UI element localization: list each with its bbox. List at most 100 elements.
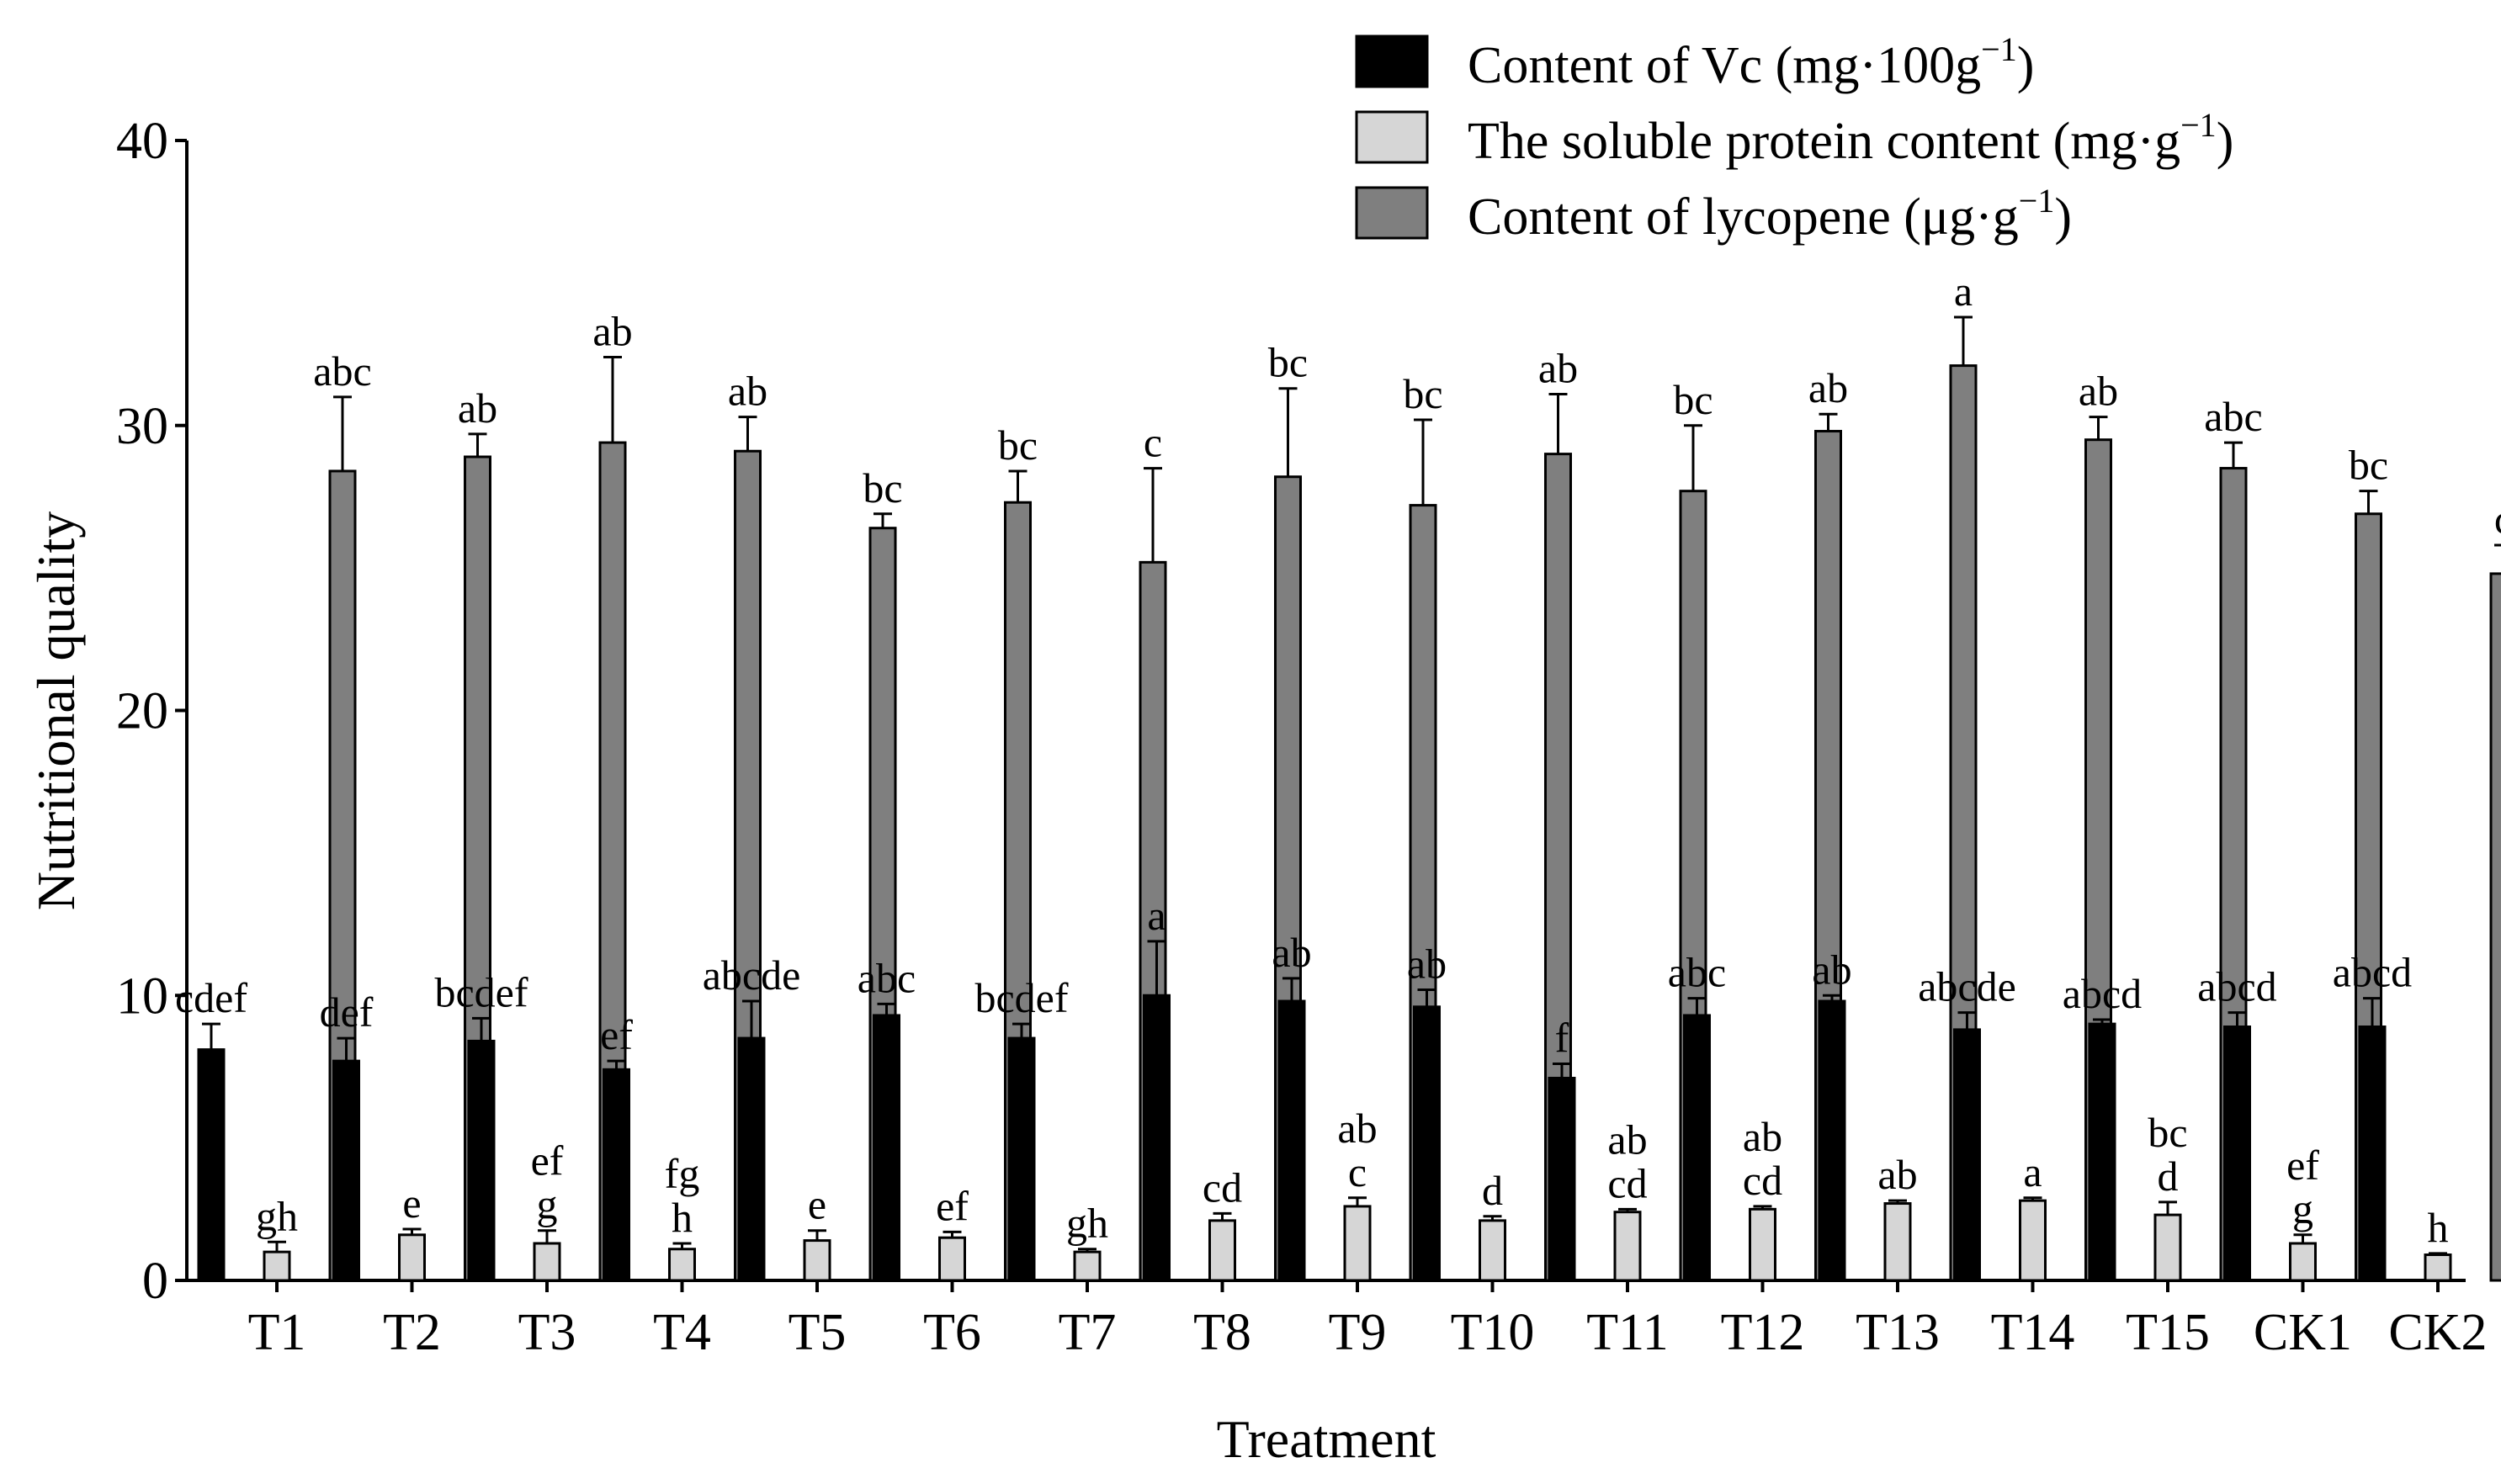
bar [467,1039,496,1282]
axes: 0 10 20 30 40 Nutritional quality Treatment T1 T… [26,113,2488,1469]
bar [1953,1028,1981,1282]
bar [2358,1026,2387,1282]
y-tick-label: 40 [116,113,168,170]
significance-label: abcd [2197,963,2276,1010]
labels-layer: cdefghabcdefeabbcdefefgabeffghababcdeebc… [175,268,2501,1251]
bar [2223,1026,2251,1282]
significance-label: f [1555,1015,1569,1062]
significance-label: abc [313,347,371,395]
bar [1883,1202,1912,1282]
y-tick-label: 0 [142,1253,168,1310]
bar [2489,572,2501,1282]
x-tick-label: CK1 [2254,1304,2352,1361]
significance-label: ab [2079,368,2118,415]
bar [1343,1205,1372,1282]
significance-label: bc [2148,1109,2187,1156]
significance-label: ef [936,1182,969,1229]
y-axis-title: Nutritional quality [26,511,86,911]
x-tick-label: T13 [1856,1304,1940,1361]
bar [533,1242,561,1282]
legend-label-superscript: −1 [1981,30,2017,68]
significance-label: c [1144,419,1162,466]
legend-swatch [1355,110,1429,164]
significance-label: ab [1337,1105,1377,1152]
x-tick-label: T9 [1329,1304,1387,1361]
significance-label: bc [1673,376,1712,423]
significance-label: ab [1607,1116,1647,1163]
significance-label: ab [458,384,497,432]
significance-label: cd [1203,1163,1242,1211]
y-tick-label: 10 [116,967,168,1025]
y-tick-label: 20 [116,683,168,740]
x-tick-label: T8 [1193,1304,1251,1361]
legend-label-main: The soluble protein content (mg·g [1468,113,2180,170]
significance-label: abc [1668,949,1726,996]
significance-label: c [2494,496,2501,543]
significance-label: ef [531,1137,564,1185]
significance-label: ab [1743,1113,1782,1160]
bar [2088,1022,2116,1282]
bar [197,1048,226,1282]
legend-swatch [1355,34,1429,88]
bars-layer [197,315,2501,1282]
x-tick-label: T12 [1721,1304,1805,1361]
x-tick-label: T3 [518,1304,576,1361]
bar [2289,1242,2317,1282]
significance-label: gh [1066,1200,1108,1247]
x-tick-label: T1 [248,1304,306,1361]
legend-label: Content of lycopene (μg·g−1) [1468,182,2072,246]
significance-label: cdef [175,974,247,1021]
bar [1683,1014,1711,1282]
bar [2019,1199,2047,1282]
significance-label: g [2292,1185,2313,1232]
x-axis-title: Treatment [1217,1409,1436,1469]
significance-label: bc [863,464,902,511]
x-tick-label: T14 [1991,1304,2075,1361]
legend-label-main: Content of Vc (mg·100g [1468,37,1981,94]
significance-label: ab [1272,929,1311,976]
bar [603,1068,630,1282]
x-tick-label: T6 [923,1304,981,1361]
significance-label: bc [998,421,1038,469]
significance-label: ab [592,307,632,354]
legend-label: Content of Vc (mg·100g−1) [1468,30,2034,94]
bar [1613,1211,1642,1282]
significance-label: ab [1812,946,1851,993]
bar [1479,1219,1506,1282]
significance-label: h [672,1194,693,1241]
bar [737,1036,766,1282]
bar [1007,1036,1036,1282]
significance-label: fg [665,1150,700,1197]
legend-label-superscript: −1 [2019,182,2055,220]
significance-label: def [320,988,374,1036]
x-tick-label: T10 [1451,1304,1535,1361]
bar [1277,999,1306,1282]
significance-label: ef [600,1011,633,1058]
legend-label-tail: ) [2217,113,2234,170]
legend-label-superscript: −1 [2180,106,2217,144]
significance-label: a [2023,1148,2042,1195]
bar [2424,1253,2452,1282]
bar [1749,1207,1776,1282]
x-tick-label: T5 [789,1304,847,1361]
significance-label: bc [1403,370,1442,417]
significance-label: e [808,1181,826,1228]
legend-label-main: Content of lycopene (μg·g [1468,188,2019,246]
bar [1073,1250,1102,1282]
bar [873,1014,900,1282]
legend-swatch [1355,186,1429,240]
significance-label: ab [1538,344,1578,391]
significance-label: ab [1808,364,1848,411]
significance-label: gh [256,1192,298,1239]
significance-label: abcd [2063,970,2142,1017]
significance-label: cd [1743,1157,1782,1204]
significance-label: ef [2286,1142,2319,1189]
significance-label: cd [1607,1159,1647,1206]
legend: Content of Vc (mg·100g−1)The soluble pro… [1355,30,2234,246]
significance-label: e [402,1179,421,1227]
significance-label: abcd [2333,949,2412,996]
significance-label: bc [2349,442,2388,489]
y-tick-label: 30 [116,398,168,455]
significance-label: abcde [1918,963,2016,1010]
